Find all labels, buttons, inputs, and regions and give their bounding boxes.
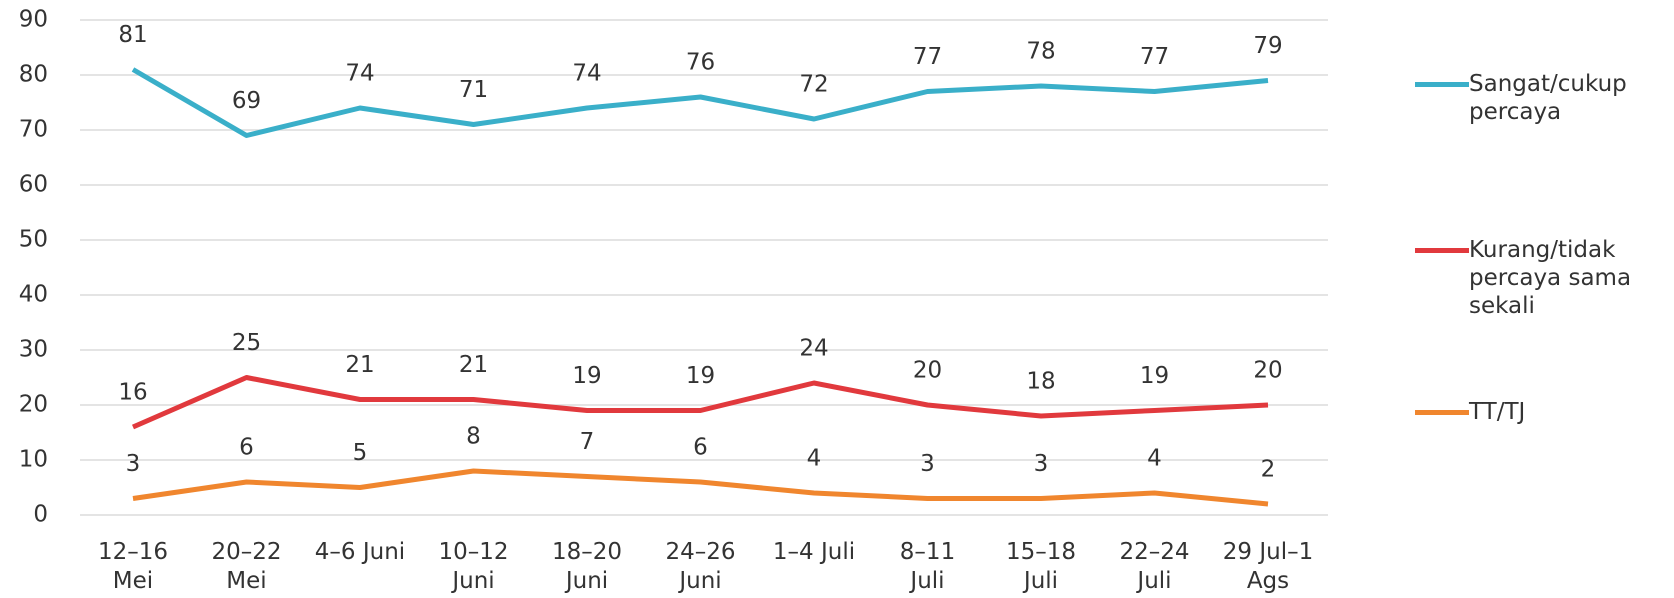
data-label: 3 bbox=[126, 451, 141, 477]
x-tick-line: 10–12 bbox=[438, 539, 508, 565]
x-tick-label: 29 Jul–1 Ags bbox=[1223, 539, 1313, 594]
data-label: 77 bbox=[1140, 44, 1169, 70]
y-tick-label: 80 bbox=[19, 62, 48, 88]
x-tick-label: 24–26 Juni bbox=[665, 539, 735, 594]
x-tick-line: Mei bbox=[113, 568, 153, 594]
y-tick-label: 70 bbox=[19, 117, 48, 143]
x-tick-line: Juli bbox=[908, 568, 944, 594]
legend-swatch bbox=[1415, 410, 1469, 415]
data-label: 6 bbox=[239, 435, 254, 461]
x-tick-line: Juli bbox=[1135, 568, 1171, 594]
x-tick-label: 22–24 Juli bbox=[1119, 539, 1189, 594]
data-label: 18 bbox=[1026, 369, 1055, 395]
data-label: 3 bbox=[920, 451, 935, 477]
x-tick-line: 29 Jul–1 bbox=[1223, 539, 1313, 565]
x-tick-line: 22–24 bbox=[1119, 539, 1189, 565]
x-tick-line: 15–18 bbox=[1006, 539, 1076, 565]
series-line bbox=[132, 468, 1269, 507]
x-tick-line: Juni bbox=[564, 568, 608, 594]
data-label: 8 bbox=[466, 424, 481, 450]
x-tick-label: 8–11 Juli bbox=[900, 539, 955, 594]
data-label: 77 bbox=[913, 44, 942, 70]
data-label: 20 bbox=[1253, 358, 1282, 384]
y-tick-label: 90 bbox=[19, 7, 48, 33]
y-tick-label: 20 bbox=[19, 392, 48, 418]
data-label: 81 bbox=[118, 22, 147, 48]
data-label: 21 bbox=[345, 352, 374, 378]
x-tick-line: 18–20 bbox=[552, 539, 622, 565]
x-tick-label: 20–22 Mei bbox=[211, 539, 281, 594]
data-label: 78 bbox=[1026, 39, 1055, 65]
legend-label: TT/TJ bbox=[1469, 399, 1526, 425]
data-label: 20 bbox=[913, 358, 942, 384]
x-tick-line: 4–6 Juni bbox=[315, 539, 405, 565]
data-label: 74 bbox=[345, 61, 374, 87]
x-tick-line: 1–4 Juli bbox=[773, 539, 855, 565]
x-tick-label: 15–18 Juli bbox=[1006, 539, 1076, 594]
x-tick-line: 12–16 bbox=[98, 539, 168, 565]
data-label: 4 bbox=[1147, 446, 1162, 472]
x-tick-line: Juli bbox=[1022, 568, 1058, 594]
data-label: 19 bbox=[572, 363, 601, 389]
x-tick-line: Juni bbox=[677, 568, 721, 594]
y-tick-label: 30 bbox=[19, 337, 48, 363]
x-tick-label: 18–20 Juni bbox=[552, 539, 622, 594]
data-label: 19 bbox=[686, 363, 715, 389]
x-tick-line: 20–22 bbox=[211, 539, 281, 565]
data-label: 74 bbox=[572, 61, 601, 87]
series-line bbox=[132, 375, 1269, 430]
legend-item: Kurang/tidak percaya sama sekali bbox=[1415, 236, 1669, 320]
x-tick-line: 8–11 bbox=[900, 539, 955, 565]
data-label: 69 bbox=[232, 88, 261, 114]
data-label: 24 bbox=[799, 336, 828, 362]
data-label: 72 bbox=[799, 72, 828, 98]
data-label: 76 bbox=[686, 50, 715, 76]
y-tick-label: 60 bbox=[19, 172, 48, 198]
x-tick-label: 1–4 Juli bbox=[773, 539, 855, 565]
legend-swatch bbox=[1415, 82, 1469, 87]
data-label: 2 bbox=[1261, 457, 1276, 483]
legend-item: Sangat/cukup percaya bbox=[1415, 70, 1669, 126]
x-tick-label: 10–12 Juni bbox=[438, 539, 508, 594]
x-tick-line: 24–26 bbox=[665, 539, 735, 565]
data-label: 25 bbox=[232, 330, 261, 356]
x-tick-label: 4–6 Juni bbox=[315, 539, 405, 565]
legend-label: Sangat/cukup percaya bbox=[1469, 71, 1627, 125]
y-tick-label: 10 bbox=[19, 447, 48, 473]
y-tick-label: 50 bbox=[19, 227, 48, 253]
x-tick-line: Mei bbox=[226, 568, 266, 594]
data-label: 3 bbox=[1034, 451, 1049, 477]
data-label: 79 bbox=[1253, 33, 1282, 59]
legend-item: TT/TJ bbox=[1415, 398, 1669, 426]
x-tick-line: Juni bbox=[450, 568, 494, 594]
data-label: 6 bbox=[693, 435, 708, 461]
y-tick-label: 40 bbox=[19, 282, 48, 308]
data-label: 4 bbox=[807, 446, 822, 472]
legend-label: Kurang/tidak percaya sama sekali bbox=[1469, 237, 1632, 319]
data-label: 71 bbox=[459, 77, 488, 103]
x-tick-label: 12–16 Mei bbox=[98, 539, 168, 594]
series-line bbox=[131, 67, 1269, 138]
data-label: 5 bbox=[353, 440, 368, 466]
legend-swatch bbox=[1415, 248, 1469, 253]
data-label: 19 bbox=[1140, 363, 1169, 389]
x-tick-line: Ags bbox=[1247, 568, 1289, 594]
data-label: 7 bbox=[580, 429, 595, 455]
y-tick-label: 0 bbox=[33, 502, 48, 528]
data-label: 21 bbox=[459, 352, 488, 378]
data-label: 16 bbox=[118, 380, 147, 406]
